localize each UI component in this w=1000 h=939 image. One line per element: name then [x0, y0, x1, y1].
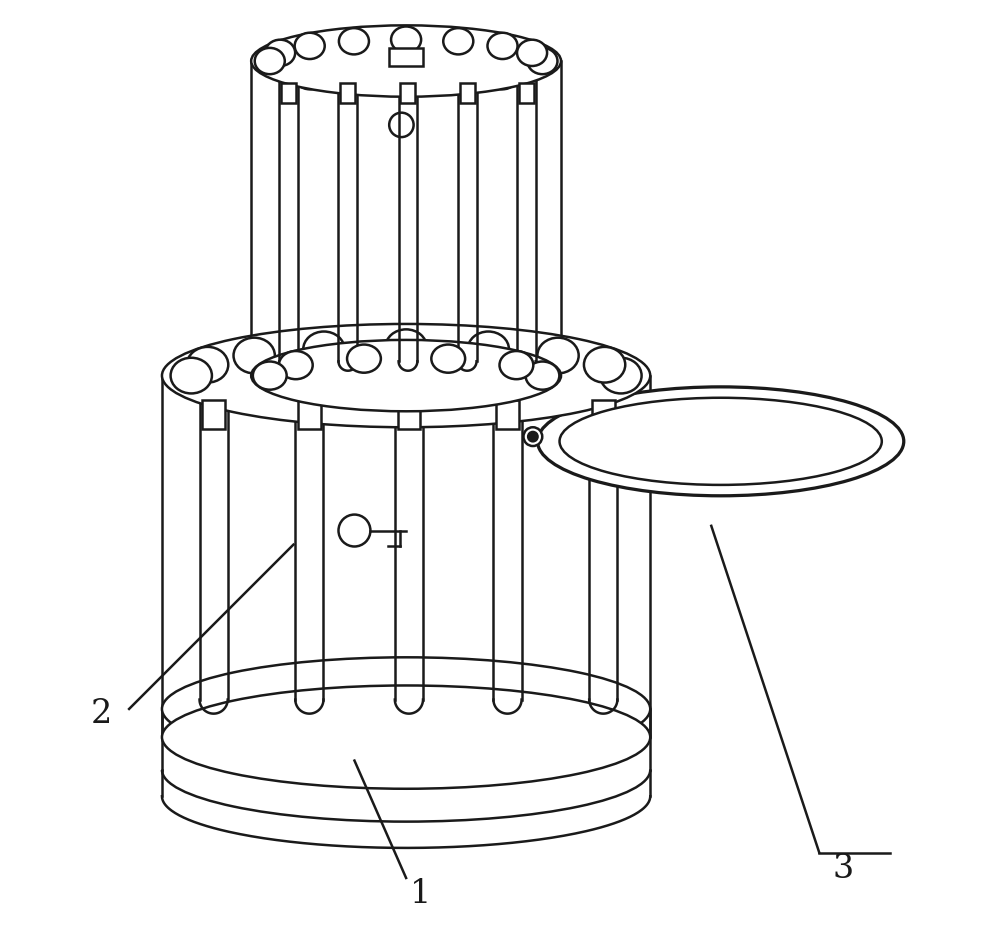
Ellipse shape: [600, 358, 642, 393]
Ellipse shape: [527, 48, 557, 74]
Ellipse shape: [253, 362, 287, 390]
Bar: [340, 83, 355, 103]
Ellipse shape: [279, 351, 313, 379]
Ellipse shape: [251, 340, 561, 411]
Ellipse shape: [162, 657, 650, 761]
Ellipse shape: [487, 63, 518, 89]
Ellipse shape: [537, 338, 579, 374]
Text: 3: 3: [832, 853, 853, 885]
Ellipse shape: [526, 362, 559, 390]
Ellipse shape: [162, 685, 650, 789]
Ellipse shape: [391, 69, 421, 96]
Ellipse shape: [468, 331, 509, 367]
Ellipse shape: [187, 346, 228, 382]
Ellipse shape: [295, 33, 325, 59]
Bar: [592, 400, 615, 428]
Ellipse shape: [527, 48, 557, 74]
Bar: [298, 400, 321, 428]
Ellipse shape: [572, 372, 613, 408]
Ellipse shape: [560, 398, 882, 485]
Bar: [281, 83, 296, 103]
Ellipse shape: [339, 28, 369, 54]
Ellipse shape: [584, 346, 625, 382]
Ellipse shape: [251, 25, 561, 97]
Text: 1: 1: [410, 878, 431, 910]
Ellipse shape: [278, 382, 319, 418]
Ellipse shape: [295, 63, 325, 89]
Bar: [398, 400, 420, 428]
Text: 2: 2: [90, 698, 112, 730]
Ellipse shape: [517, 39, 547, 66]
Bar: [496, 400, 519, 428]
Bar: [519, 83, 534, 103]
Ellipse shape: [303, 331, 345, 367]
Ellipse shape: [600, 358, 642, 393]
Bar: [460, 83, 475, 103]
Ellipse shape: [234, 338, 275, 374]
Ellipse shape: [199, 372, 241, 408]
Ellipse shape: [385, 330, 427, 365]
Ellipse shape: [523, 427, 542, 446]
Ellipse shape: [162, 324, 650, 427]
Ellipse shape: [171, 358, 212, 393]
Ellipse shape: [493, 382, 534, 418]
Ellipse shape: [171, 358, 212, 393]
Ellipse shape: [255, 48, 285, 74]
Ellipse shape: [500, 351, 533, 379]
Ellipse shape: [255, 48, 285, 74]
Ellipse shape: [391, 26, 421, 53]
Bar: [202, 400, 225, 428]
Bar: [400, 83, 415, 103]
Ellipse shape: [385, 386, 427, 422]
Ellipse shape: [528, 432, 538, 441]
Bar: [389, 48, 423, 66]
Ellipse shape: [347, 345, 381, 373]
Ellipse shape: [431, 345, 465, 373]
Ellipse shape: [443, 28, 473, 54]
Ellipse shape: [265, 39, 295, 66]
Ellipse shape: [487, 33, 518, 59]
Ellipse shape: [538, 387, 904, 496]
